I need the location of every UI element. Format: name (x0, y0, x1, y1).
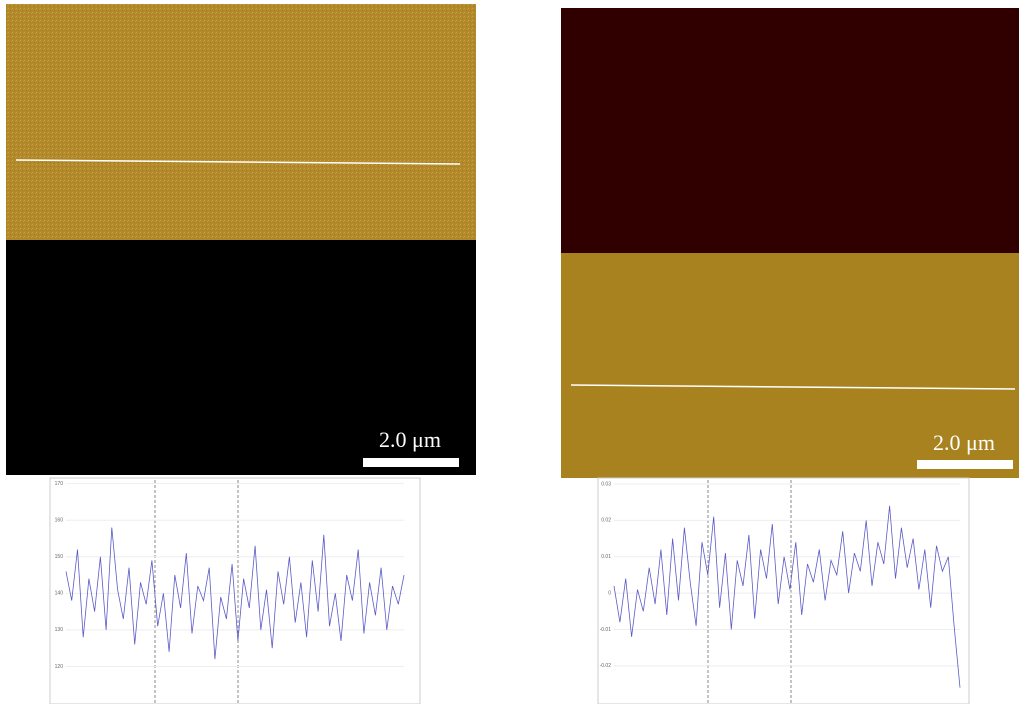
y-tick-label: 0 (608, 590, 611, 596)
y-tick-label: 170 (55, 481, 64, 487)
y-tick-label: 140 (55, 591, 64, 597)
profile-frame (50, 478, 420, 704)
scale-bar-label: 2.0 μm (379, 427, 441, 452)
y-tick-label: -0.02 (600, 663, 612, 669)
y-tick-label: 160 (55, 518, 64, 524)
y-tick-label: 120 (55, 664, 64, 670)
profile-frame (598, 478, 969, 704)
y-tick-label: 130 (55, 627, 64, 633)
scale-bar (363, 458, 459, 467)
figure: 2.0 μm 2.0 μm 170 160 150 140 130 120 0.03 0.02… (0, 0, 1019, 704)
afm-top (6, 4, 476, 240)
afm-top (561, 8, 1019, 253)
y-tick-label: 150 (55, 554, 64, 560)
y-tick-label: 0.02 (601, 518, 611, 524)
y-tick-label: -0.01 (600, 627, 612, 633)
y-tick-label: 0.03 (601, 481, 611, 487)
y-tick-label: 0.01 (601, 554, 611, 560)
scale-bar (917, 460, 1013, 469)
scale-bar-label: 2.0 μm (933, 430, 995, 455)
